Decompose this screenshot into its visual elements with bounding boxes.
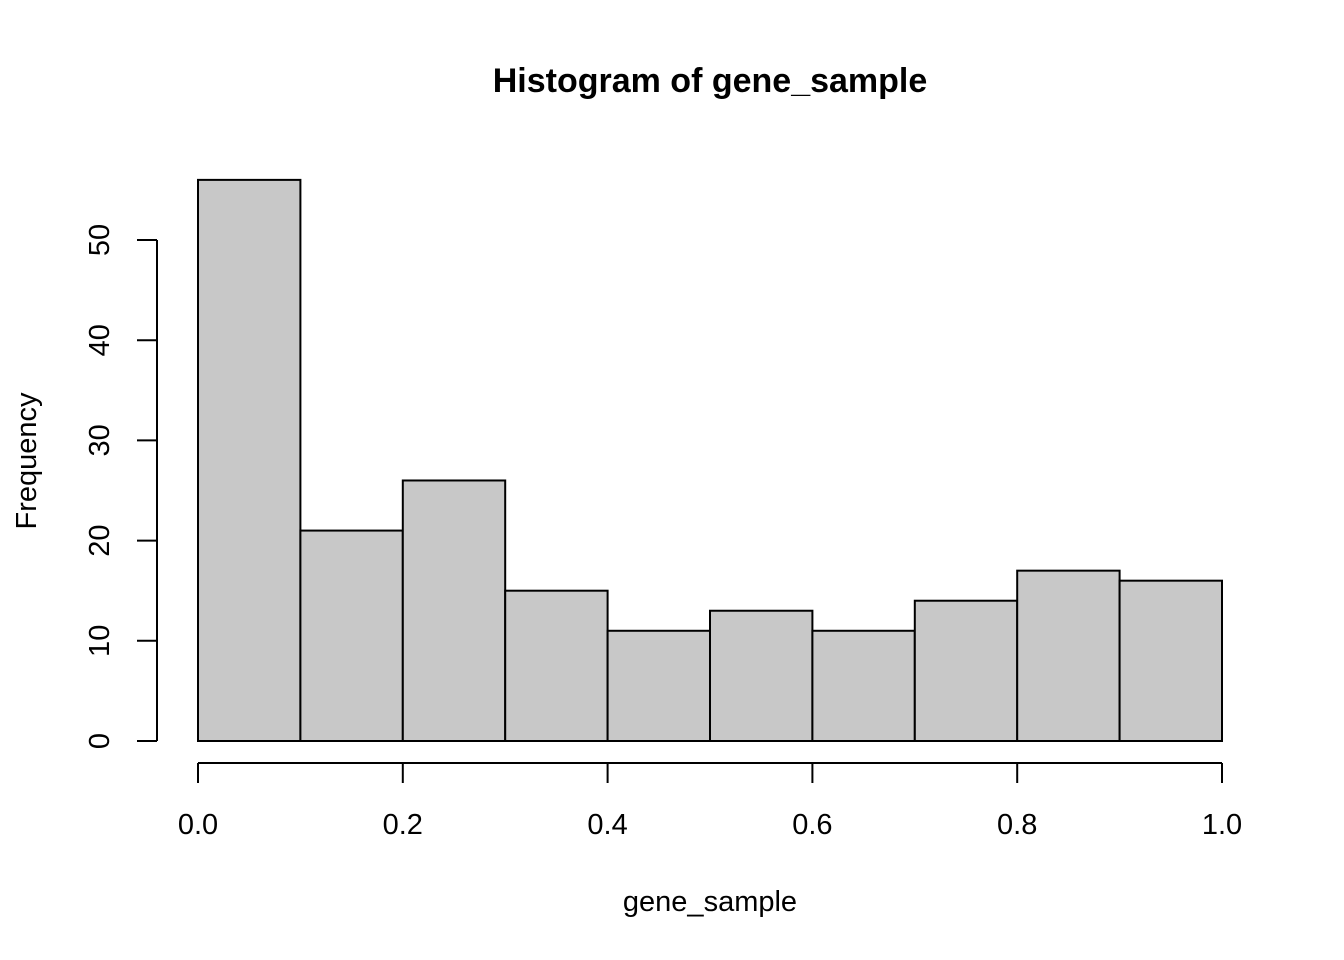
histogram-bar [401,479,507,742]
chart-title: Histogram of gene_sample [493,62,928,100]
x-axis: 0.0 0.2 0.4 0.6 0.8 1.0 [178,762,1242,841]
histogram-bar [811,629,916,743]
y-tick-label: 20 [84,524,116,556]
x-tick-label: 0.0 [178,809,218,841]
histogram-bar [299,529,404,743]
histogram-bar [913,599,1019,742]
x-tick-label: 0.8 [997,809,1037,841]
histogram-bar [1118,579,1223,742]
x-tick-label: 1.0 [1202,809,1242,841]
histogram-bar [606,629,711,743]
y-tick-label: 30 [84,424,116,456]
histogram-bar [197,178,302,742]
histogram-bar [1016,569,1121,742]
y-tick-label: 10 [84,625,116,657]
histogram-bar [504,589,609,743]
y-tick-label: 50 [84,224,116,256]
y-axis: 0 10 20 30 40 50 [84,224,158,749]
x-tick-label: 0.2 [383,809,423,841]
y-axis-title: Frequency [11,392,43,530]
x-axis-title: gene_sample [623,886,797,918]
y-tick-label: 0 [84,733,116,749]
histogram-bar [709,609,814,742]
x-tick-label: 0.4 [587,809,627,841]
y-tick-label: 40 [84,324,116,356]
histogram-bars [197,178,1223,743]
x-tick-label: 0.6 [792,809,832,841]
